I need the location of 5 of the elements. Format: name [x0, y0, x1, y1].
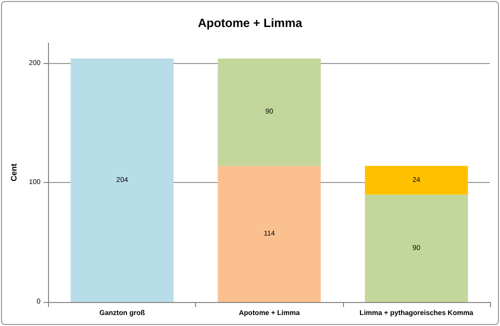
bar [364, 166, 468, 195]
bar [70, 58, 174, 302]
bar [218, 166, 321, 302]
y-axis-title: Cent [10, 163, 18, 182]
chart-title: Apotome + Limma [198, 16, 302, 30]
